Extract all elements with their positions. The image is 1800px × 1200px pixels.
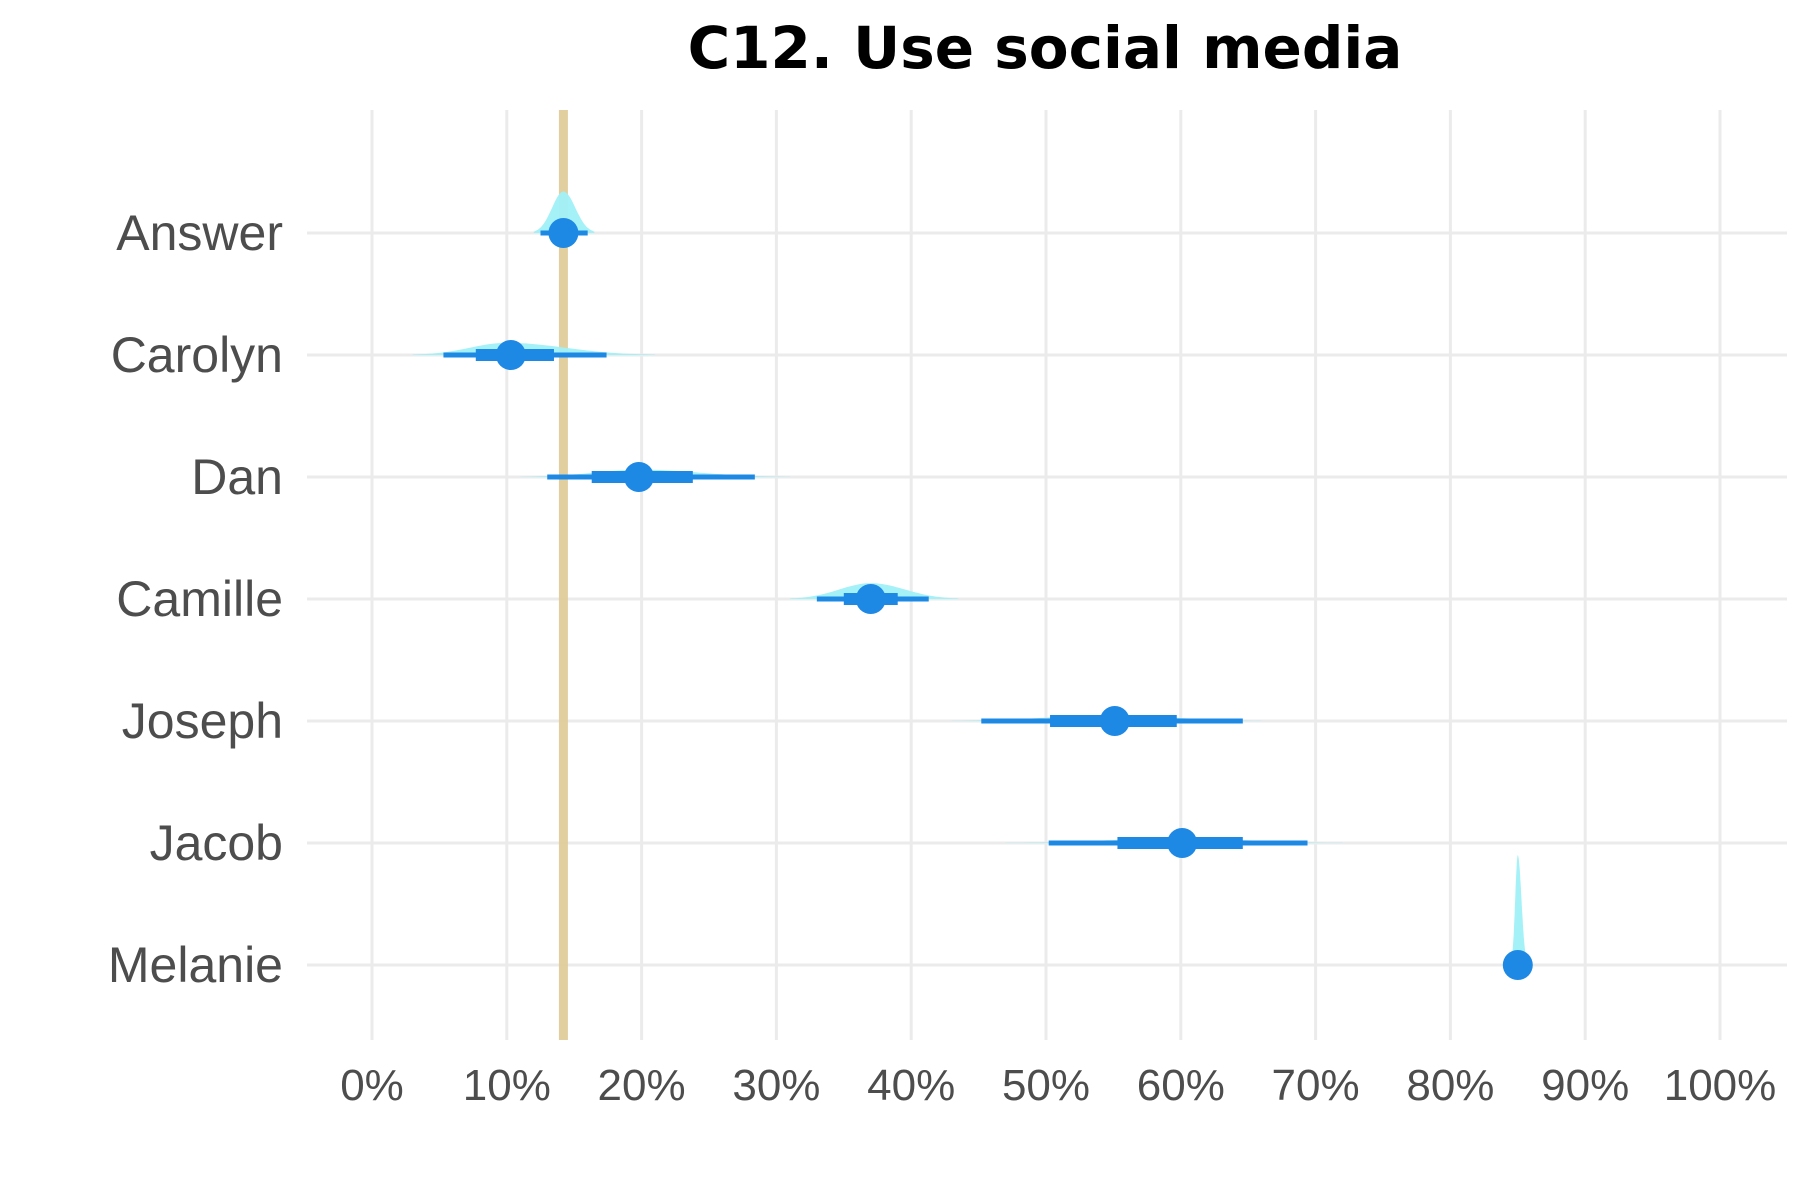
x-tick-label: 30%: [732, 1061, 820, 1110]
category-label: Joseph: [122, 693, 283, 749]
category-label: Camille: [116, 571, 283, 627]
interval-group: [1005, 828, 1343, 858]
density-shape: [1511, 855, 1528, 965]
interval-group: [789, 583, 959, 614]
category-label: Answer: [116, 205, 283, 261]
interval-group: [1502, 855, 1533, 980]
category-labels: Answer Carolyn Dan Camille Joseph Jacob Melani…: [108, 205, 283, 993]
interval-group: [520, 462, 790, 492]
interval-group: [951, 706, 1262, 736]
x-tick-labels: 0% 10% 20% 30% 40% 50% 60% 70% 80% 90% 100%: [340, 1061, 1776, 1110]
point-estimate: [855, 584, 886, 614]
category-label: Melanie: [108, 937, 283, 993]
intervals-layer: [412, 191, 1533, 980]
point-estimate: [495, 340, 526, 370]
interval-group: [533, 191, 595, 248]
interval-group: [412, 340, 656, 370]
point-estimate: [548, 218, 579, 248]
category-label: Jacob: [150, 815, 283, 871]
density-shape: [412, 342, 656, 355]
x-tick-label: 0%: [340, 1061, 404, 1110]
x-tick-label: 60%: [1137, 1061, 1225, 1110]
point-estimate: [1167, 828, 1198, 858]
gridlines: [307, 110, 1787, 1040]
x-tick-label: 40%: [867, 1061, 955, 1110]
category-label: Dan: [191, 449, 283, 505]
x-tick-label: 100%: [1664, 1061, 1777, 1110]
x-tick-label: 10%: [463, 1061, 551, 1110]
chart-title: C12. Use social media: [688, 14, 1403, 82]
x-tick-label: 50%: [1002, 1061, 1090, 1110]
point-estimate: [623, 462, 654, 492]
category-label: Carolyn: [111, 327, 283, 383]
density-shape: [533, 191, 595, 233]
x-tick-label: 90%: [1541, 1061, 1629, 1110]
x-tick-label: 70%: [1272, 1061, 1360, 1110]
x-tick-label: 80%: [1406, 1061, 1494, 1110]
point-estimate: [1099, 706, 1130, 736]
x-tick-label: 20%: [598, 1061, 686, 1110]
point-estimate: [1502, 950, 1533, 980]
